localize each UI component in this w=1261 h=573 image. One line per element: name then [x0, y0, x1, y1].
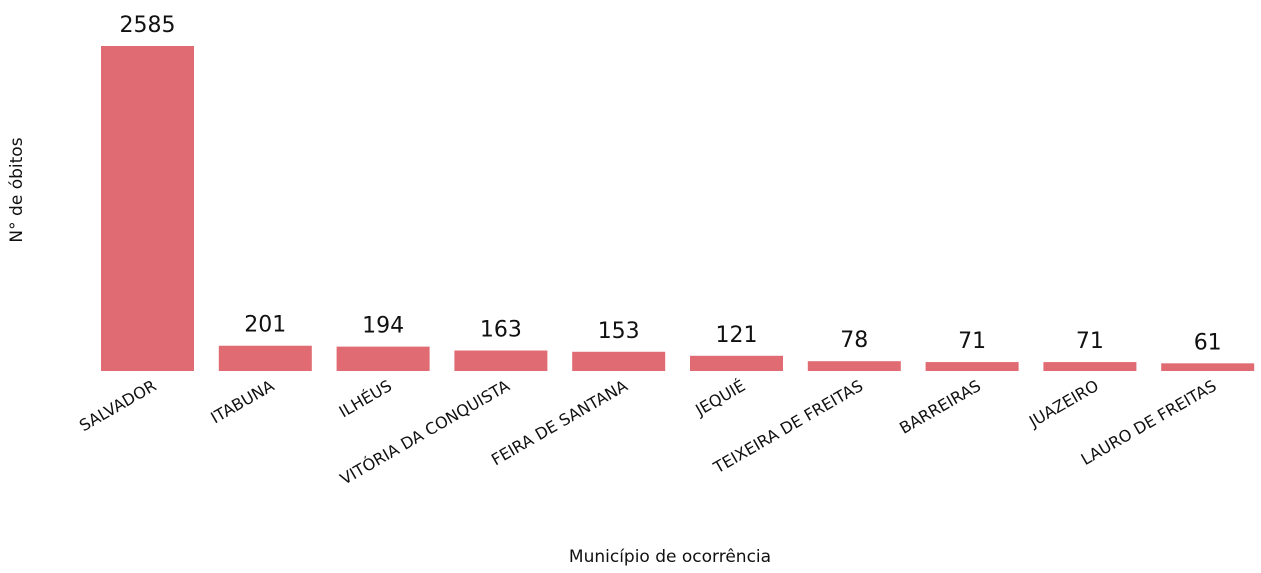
- y-axis-label: N° de óbitos: [7, 137, 27, 242]
- bar: [925, 362, 1019, 371]
- bar: [1043, 362, 1137, 371]
- value-label: 2585: [120, 13, 176, 38]
- value-label: 61: [1194, 330, 1222, 355]
- bar: [690, 355, 783, 371]
- value-label: 201: [244, 313, 286, 338]
- bar: [1161, 363, 1255, 371]
- bar: [454, 350, 548, 371]
- x-tick-label: ITABUNA: [207, 376, 277, 427]
- bar: [807, 361, 901, 371]
- x-tick-label: JEQUIÉ: [691, 376, 748, 420]
- value-label: 71: [958, 329, 986, 354]
- value-label: 71: [1076, 329, 1104, 354]
- value-label: 121: [716, 323, 758, 348]
- x-tick-label: ILHÉUS: [336, 376, 395, 421]
- x-tick-label: SALVADOR: [76, 376, 160, 435]
- bar: [218, 345, 312, 371]
- bar: [101, 46, 194, 371]
- value-label: 163: [480, 318, 522, 343]
- value-label: 78: [840, 328, 868, 353]
- value-label: 194: [362, 314, 404, 339]
- bar: [572, 351, 666, 371]
- x-tick-label: JUAZEIRO: [1025, 376, 1102, 431]
- value-label: 153: [598, 319, 640, 344]
- bar: [336, 346, 430, 371]
- x-axis-label: Município de ocorrência: [569, 547, 771, 567]
- x-tick-label: BARREIRAS: [896, 376, 984, 438]
